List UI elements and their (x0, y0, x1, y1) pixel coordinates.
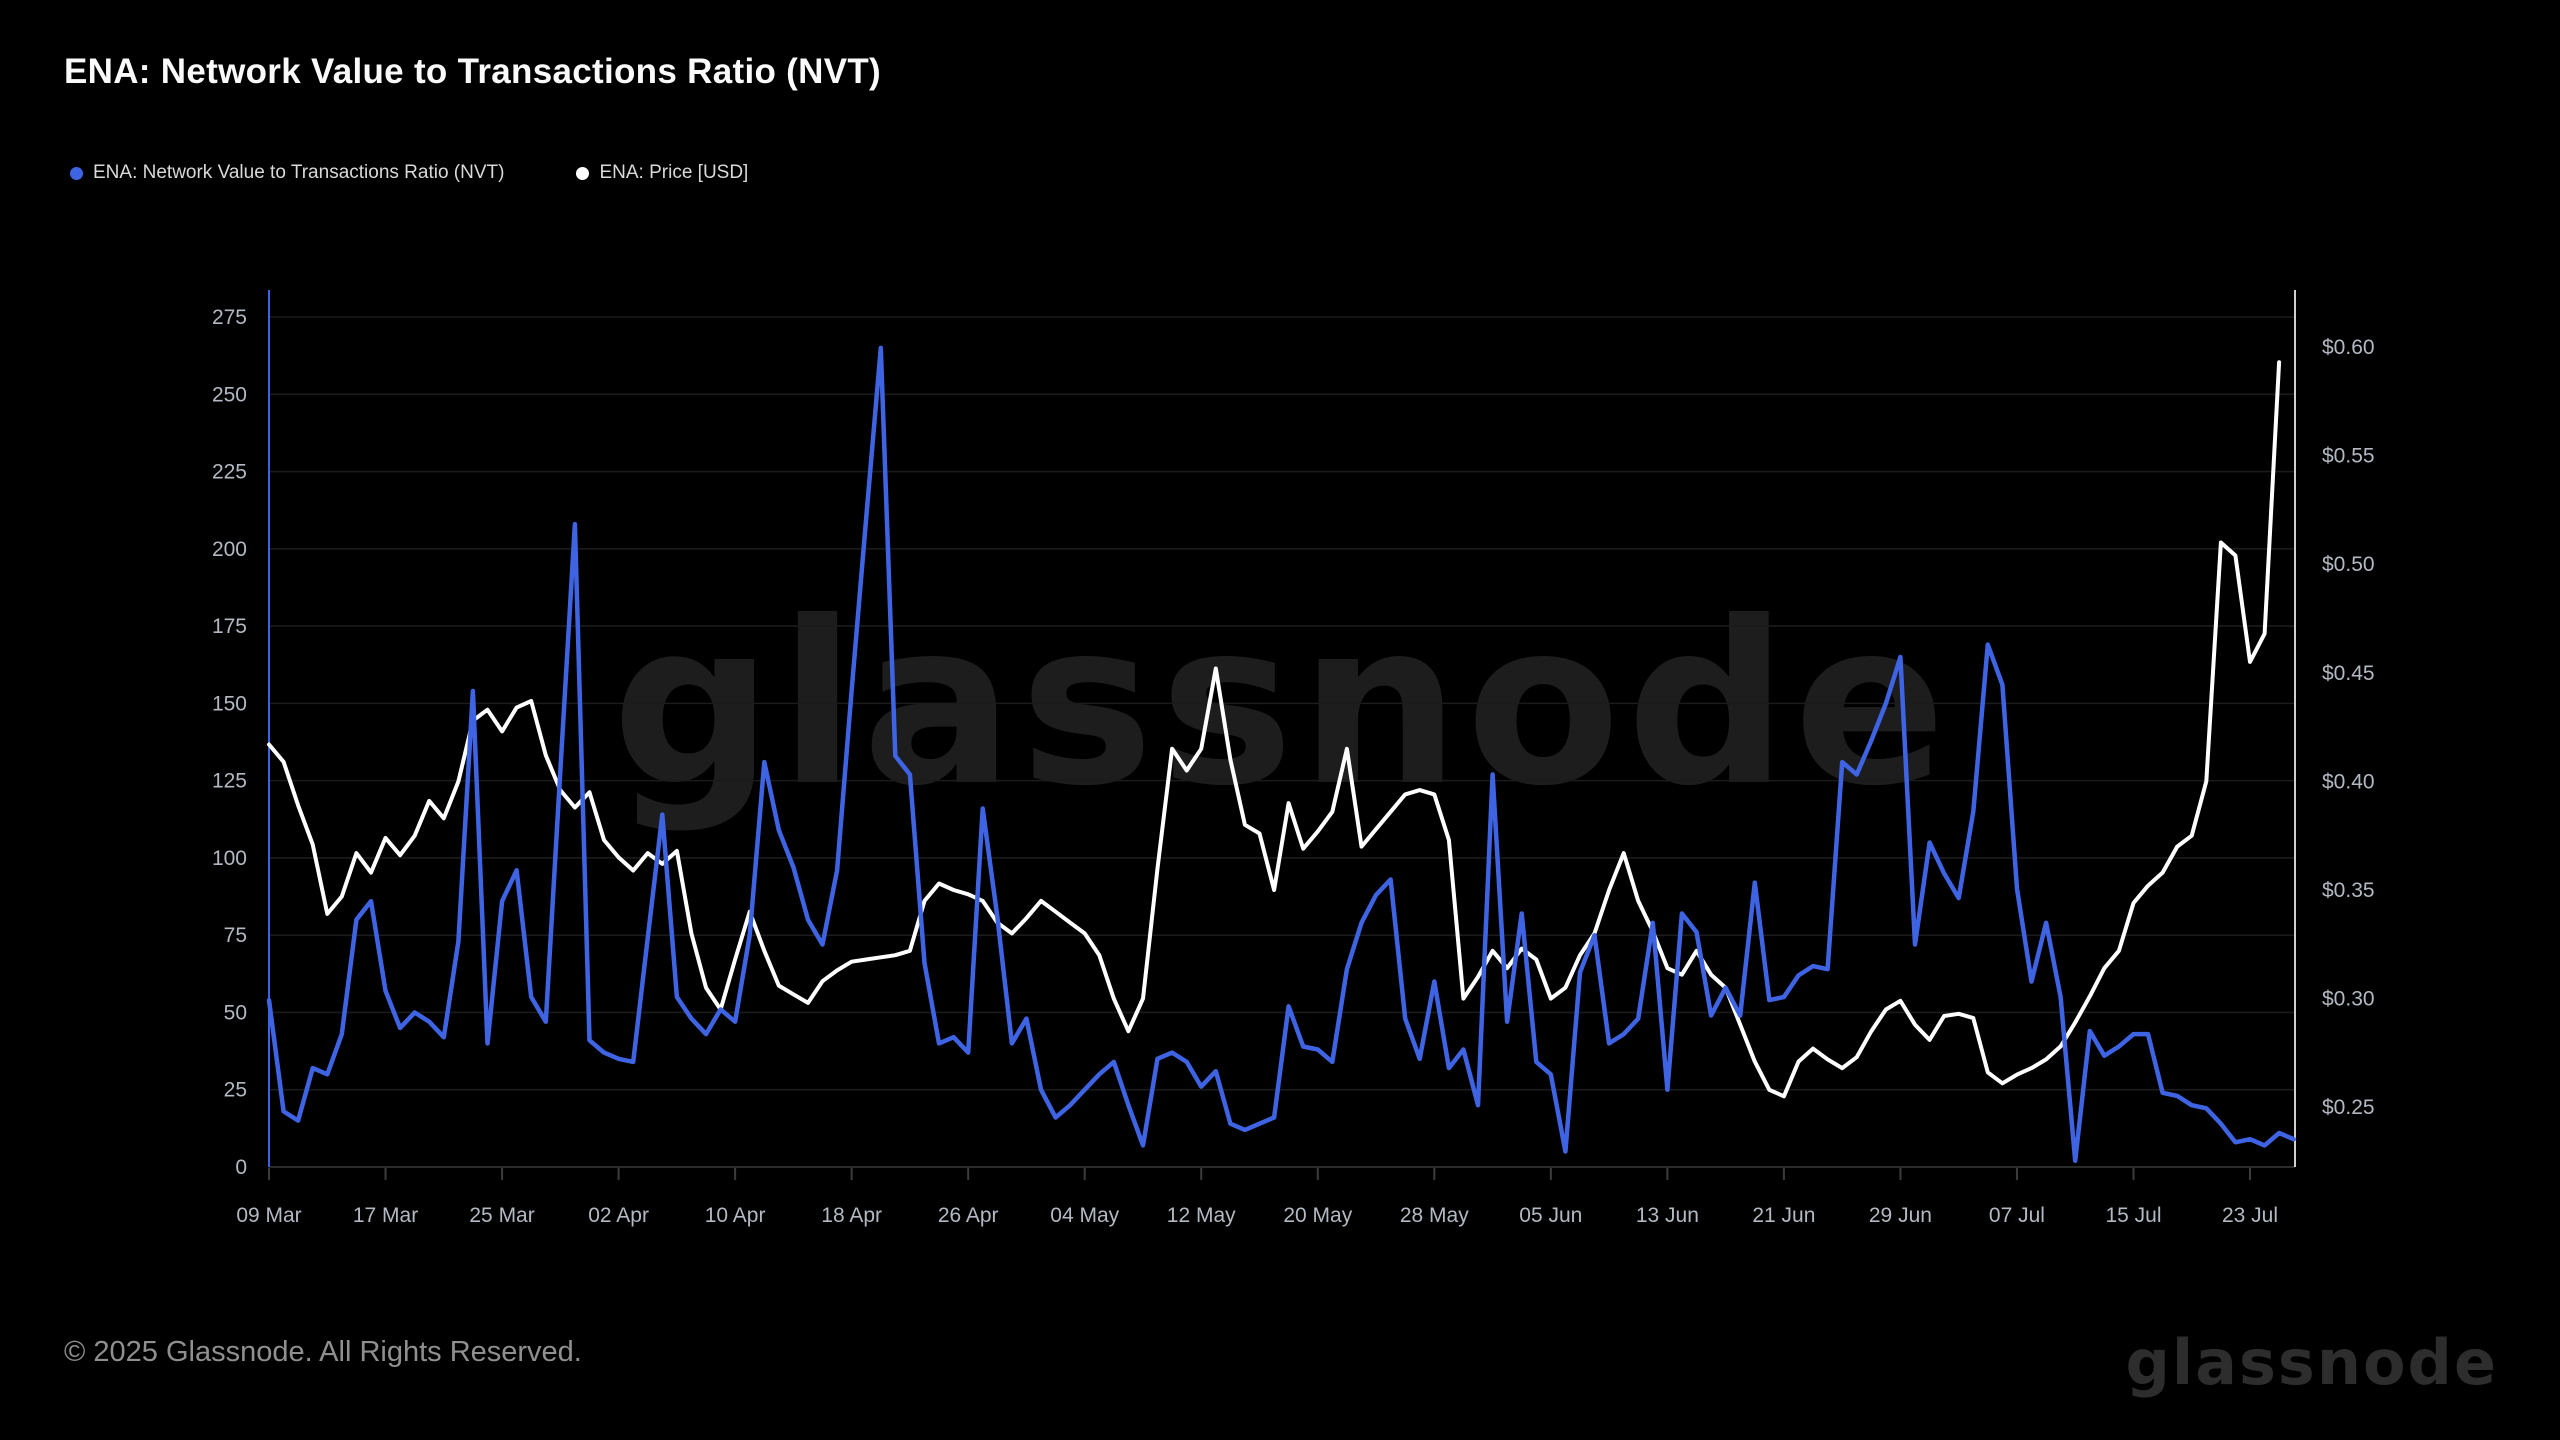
left-axis-tick-label: 200 (212, 538, 247, 561)
x-axis-tick-label: 23 Jul (2222, 1204, 2278, 1227)
x-axis-tick-label: 15 Jul (2105, 1204, 2161, 1227)
x-axis-tick-label: 29 Jun (1869, 1204, 1932, 1227)
x-axis-tick-label: 17 Mar (353, 1204, 418, 1227)
left-axis-tick-label: 0 (235, 1156, 247, 1179)
glassnode-watermark: glassnode (612, 574, 1952, 836)
right-axis-tick-label: $0.60 (2322, 336, 2375, 359)
legend: ENA: Network Value to Transactions Ratio… (70, 162, 820, 184)
left-axis-tick-label: 250 (212, 383, 247, 406)
x-axis-tick-label: 04 May (1050, 1204, 1119, 1227)
left-axis-tick-label: 100 (212, 847, 247, 870)
x-axis-tick-label: 07 Jul (1989, 1204, 2045, 1227)
x-axis-tick-label: 25 Mar (469, 1204, 534, 1227)
copyright-text: © 2025 Glassnode. All Rights Reserved. (64, 1336, 582, 1368)
x-axis-tick-label: 12 May (1167, 1204, 1236, 1227)
left-axis-tick-label: 275 (212, 306, 247, 329)
right-axis-tick-label: $0.35 (2322, 879, 2375, 902)
price-series-dot-icon (576, 166, 590, 180)
legend-item-price[interactable]: ENA: Price [USD] (576, 162, 748, 184)
x-axis-tick-label: 05 Jun (1519, 1204, 1582, 1227)
x-axis-tick-label: 02 Apr (588, 1204, 649, 1227)
right-axis-tick-label: $0.40 (2322, 770, 2375, 793)
x-axis-tick-label: 13 Jun (1636, 1204, 1699, 1227)
price-series-line (267, 360, 2282, 1099)
left-axis-tick-label: 75 (224, 924, 247, 947)
x-axis-tick-label: 28 May (1400, 1204, 1469, 1227)
right-axis-tick-label: $0.55 (2322, 445, 2375, 468)
left-axis-tick-label: 225 (212, 461, 247, 484)
glassnode-logo: glassnode (2125, 1326, 2498, 1399)
right-axis-tick-label: $0.45 (2322, 662, 2375, 685)
right-axis-tick-label: $0.25 (2322, 1096, 2375, 1119)
right-axis-tick-label: $0.50 (2322, 553, 2375, 576)
left-axis-tick-label: 150 (212, 692, 247, 715)
nvt-series-line (266, 345, 2296, 1164)
left-axis-tick-label: 125 (212, 770, 247, 793)
x-axis-tick-label: 09 Mar (236, 1204, 301, 1227)
page-title: ENA: Network Value to Transactions Ratio… (64, 52, 881, 91)
right-axis-tick-label: $0.30 (2322, 988, 2375, 1011)
nvt-series-dot-icon (70, 166, 83, 180)
left-axis-tick-label: 175 (212, 615, 247, 638)
left-axis-tick-label: 25 (224, 1079, 247, 1102)
x-axis-tick-label: 10 Apr (705, 1204, 766, 1227)
legend-label-price: ENA: Price [USD] (599, 162, 749, 183)
x-axis-tick-label: 26 Apr (938, 1204, 999, 1227)
x-axis-tick-label: 20 May (1283, 1204, 1352, 1227)
left-axis-tick-label: 50 (224, 1001, 247, 1024)
legend-item-nvt[interactable]: ENA: Network Value to Transactions Ratio… (70, 162, 504, 184)
legend-label-nvt: ENA: Network Value to Transactions Ratio… (93, 162, 505, 183)
x-axis-tick-label: 21 Jun (1752, 1204, 1815, 1227)
x-axis-tick-label: 18 Apr (821, 1204, 882, 1227)
